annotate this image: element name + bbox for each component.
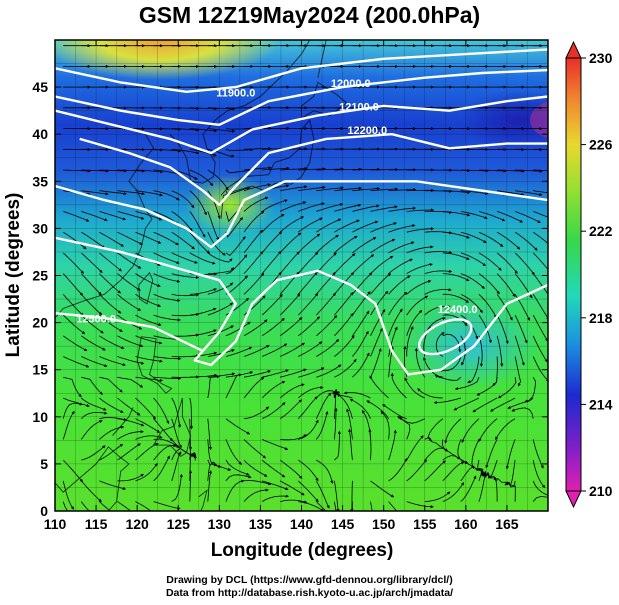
contour-labels: 11900.0 12000.0 12100.0 12200.0 12400.0 12500… bbox=[76, 78, 477, 326]
height-contour-closed bbox=[418, 318, 473, 356]
warm-region-northwest bbox=[55, 40, 280, 80]
cold-core-northeast bbox=[530, 101, 548, 139]
y-tick-label: 15 bbox=[32, 362, 48, 378]
height-contour bbox=[55, 95, 548, 155]
coastline bbox=[152, 397, 192, 457]
x-tick-label: 115 bbox=[85, 516, 108, 532]
colorbar: 230 226 222 218 214 210 bbox=[565, 40, 613, 509]
height-contour bbox=[55, 180, 548, 249]
height-contour bbox=[55, 236, 548, 376]
x-tick-label: 120 bbox=[125, 516, 149, 532]
colorbar-tick-label: 210 bbox=[589, 483, 613, 499]
coastline bbox=[169, 40, 311, 184]
x-tick-label: 125 bbox=[167, 516, 191, 532]
contour-label: 12400.0 bbox=[438, 304, 478, 316]
coastline bbox=[136, 336, 173, 394]
y-tick-label: 25 bbox=[32, 268, 48, 284]
coastline bbox=[317, 40, 327, 78]
y-axis-title: Latitude (degrees) bbox=[3, 193, 24, 358]
chart-title: GSM 12Z19May2024 (200.0hPa) bbox=[138, 2, 481, 28]
contour-label: 12100.0 bbox=[339, 102, 379, 114]
colorbar-scale bbox=[566, 58, 581, 491]
x-axis-ticks: 110 115 120 125 130 135 140 145 150 155 160 165 bbox=[44, 40, 519, 532]
warm-region-japan bbox=[185, 175, 275, 235]
y-tick-label: 45 bbox=[32, 79, 48, 95]
y-tick-label: 5 bbox=[40, 456, 48, 472]
cool-region-east bbox=[400, 300, 540, 390]
colorbar-tick-label: 230 bbox=[589, 50, 613, 66]
x-tick-label: 135 bbox=[249, 516, 273, 532]
y-tick-label: 10 bbox=[32, 409, 48, 425]
x-tick-label: 145 bbox=[331, 516, 355, 532]
footer-credit-line: Drawing by DCL (https://www.gfd-dennou.o… bbox=[166, 574, 453, 586]
colorbar-tick-label: 226 bbox=[589, 137, 613, 153]
height-contour bbox=[55, 48, 548, 94]
colorbar-lower-arrow bbox=[565, 490, 582, 509]
coastline bbox=[112, 407, 134, 436]
x-tick-label: 165 bbox=[495, 516, 519, 532]
height-contour bbox=[55, 312, 204, 352]
y-tick-label: 30 bbox=[32, 220, 48, 236]
height-contours bbox=[55, 48, 548, 376]
colorbar-upper-arrow bbox=[565, 40, 582, 59]
x-tick-label: 110 bbox=[44, 516, 67, 532]
y-axis-ticks: 0 5 10 15 20 25 30 35 40 45 bbox=[32, 79, 548, 519]
coastline bbox=[301, 81, 348, 119]
coastlines bbox=[55, 40, 348, 511]
coastline bbox=[55, 446, 130, 511]
contour-label: 12000.0 bbox=[331, 78, 371, 90]
contour-label: 12200.0 bbox=[347, 125, 387, 137]
y-tick-label: 0 bbox=[40, 503, 48, 519]
colorbar-tick-label: 218 bbox=[589, 310, 613, 326]
coastline bbox=[220, 119, 315, 220]
coastline bbox=[138, 271, 154, 305]
colorbar-tick-label: 214 bbox=[589, 396, 613, 412]
x-tick-label: 160 bbox=[454, 516, 478, 532]
plot-area: 11900.0 12000.0 12100.0 12200.0 12400.0 12500… bbox=[55, 40, 548, 511]
coastline bbox=[198, 489, 208, 511]
contour-label: 12500.0 bbox=[76, 314, 116, 326]
x-tick-label: 150 bbox=[372, 516, 396, 532]
coastline bbox=[55, 133, 155, 319]
y-tick-label: 20 bbox=[32, 315, 48, 331]
height-contour bbox=[55, 68, 548, 127]
footer: Drawing by DCL (https://www.gfd-dennou.o… bbox=[0, 574, 619, 600]
x-tick-label: 155 bbox=[413, 516, 437, 532]
x-axis-title: Longitude (degrees) bbox=[211, 540, 394, 561]
footer-source-line: Data from http://database.rish.kyoto-u.a… bbox=[165, 587, 454, 599]
contour-label: 11900.0 bbox=[216, 88, 255, 100]
x-tick-label: 140 bbox=[290, 516, 314, 532]
colorbar-tick-label: 222 bbox=[589, 223, 613, 239]
y-tick-label: 35 bbox=[32, 173, 48, 189]
y-tick-label: 40 bbox=[32, 126, 48, 142]
x-tick-label: 130 bbox=[208, 516, 232, 532]
height-contour bbox=[79, 132, 548, 207]
